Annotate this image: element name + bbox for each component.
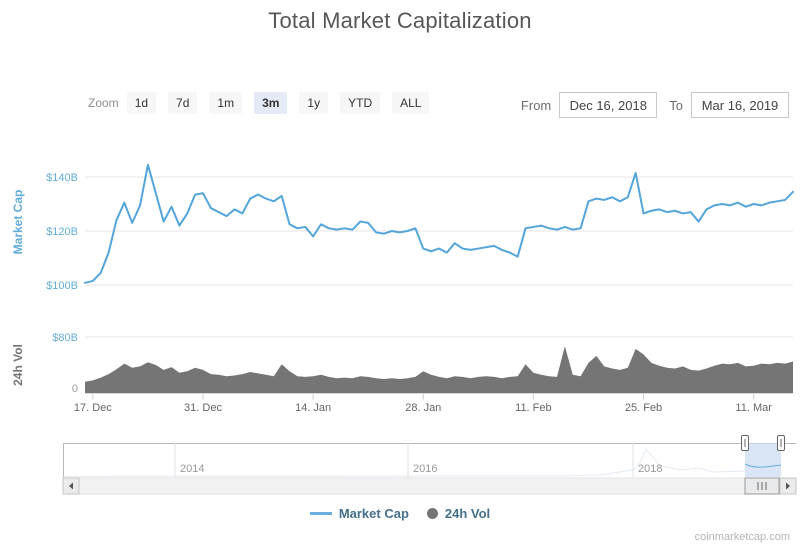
navigator-handle-left[interactable] [741, 435, 749, 451]
page-title: Total Market Capitalization [268, 8, 532, 33]
volume-ytick-label: 0 [72, 383, 78, 395]
navigator-handle-right[interactable] [777, 435, 785, 451]
volume-pane: 0 $80B [52, 332, 793, 395]
scrollbar-track[interactable] [62, 477, 797, 495]
volume-area-series[interactable] [85, 346, 793, 393]
zoom-1y-button[interactable]: 1y [299, 92, 329, 114]
zoom-1d-button[interactable]: 1d [126, 92, 157, 114]
legend-label: Market Cap [338, 506, 409, 521]
scrollbar [62, 477, 797, 495]
legend: Market Cap 24h Vol [0, 506, 800, 521]
x-axis-tick-label: 11. Feb [515, 402, 552, 414]
navigator-year-label: 2018 [638, 463, 662, 475]
x-axis-tick-label: 17. Dec [74, 402, 112, 414]
x-axis: 17. Dec 31. Dec 14. Jan 28. Jan 11. Feb 25. F… [74, 393, 793, 414]
zoom-all-button[interactable]: ALL [392, 92, 430, 114]
circle-marker-icon [426, 508, 438, 519]
zoom-button-group: Zoom 1d 7d 1m 3m 1y YTD ALL [88, 92, 441, 114]
from-date-input[interactable] [559, 92, 658, 118]
x-axis-tick-label: 11. Mar [735, 402, 772, 414]
scroll-right-arrow-icon [786, 482, 790, 490]
zoom-ytd-button[interactable]: YTD [340, 92, 381, 114]
navigator: 2014 2016 2018 [62, 435, 796, 477]
x-axis-tick-label: 31. Dec [184, 402, 222, 414]
line-marker-icon [309, 512, 332, 515]
navigator-selection[interactable] [745, 443, 781, 477]
navigator-year-label: 2014 [180, 463, 204, 475]
navigator-series-line [62, 448, 746, 477]
market-cap-ytick-label: $140B [46, 172, 78, 184]
vol-axis-title: 24h Vol [11, 344, 25, 386]
to-date-input[interactable] [691, 92, 789, 118]
market-cap-axis-title: Market Cap [11, 190, 25, 255]
scrollbar-thumb[interactable] [744, 477, 780, 495]
x-axis-tick-label: 25. Feb [625, 402, 662, 414]
to-label: To [669, 97, 683, 113]
volume-ytick-label: $80B [52, 332, 78, 344]
scrollbar-left-button[interactable] [62, 477, 80, 495]
market-cap-ytick-label: $100B [46, 280, 78, 292]
date-range-group: From To [521, 92, 789, 118]
main-pane: $100B $120B $140B [46, 163, 794, 292]
range-controls: Zoom 1d 7d 1m 3m 1y YTD ALL From To [0, 92, 800, 118]
from-label: From [520, 97, 552, 113]
legend-item-market-cap[interactable]: Market Cap [309, 506, 409, 521]
watermark: coinmarketcap.com [694, 531, 790, 543]
legend-item-24h-vol[interactable]: 24h Vol [426, 506, 491, 521]
x-axis-tick-label: 28. Jan [405, 402, 441, 414]
navigator-year-label: 2016 [413, 463, 437, 475]
market-cap-ytick-label: $120B [46, 226, 78, 238]
legend-label: 24h Vol [444, 506, 491, 521]
zoom-label: Zoom [88, 96, 119, 110]
navigator-year-gridlines: 2014 2016 2018 [174, 443, 662, 477]
zoom-1m-button[interactable]: 1m [209, 92, 243, 114]
zoom-3m-button[interactable]: 3m [254, 92, 288, 114]
x-axis-tick-label: 14. Jan [295, 402, 331, 414]
scrollbar-right-button[interactable] [779, 477, 797, 495]
chart-svg: $100B $120B $140B 0 $80B 17. Dec 31. Dec 14. … [11, 163, 797, 495]
zoom-7d-button[interactable]: 7d [168, 92, 198, 114]
scroll-left-arrow-icon [69, 482, 73, 490]
market-cap-line-series[interactable] [84, 163, 794, 284]
navigator-selection-series [744, 463, 782, 468]
